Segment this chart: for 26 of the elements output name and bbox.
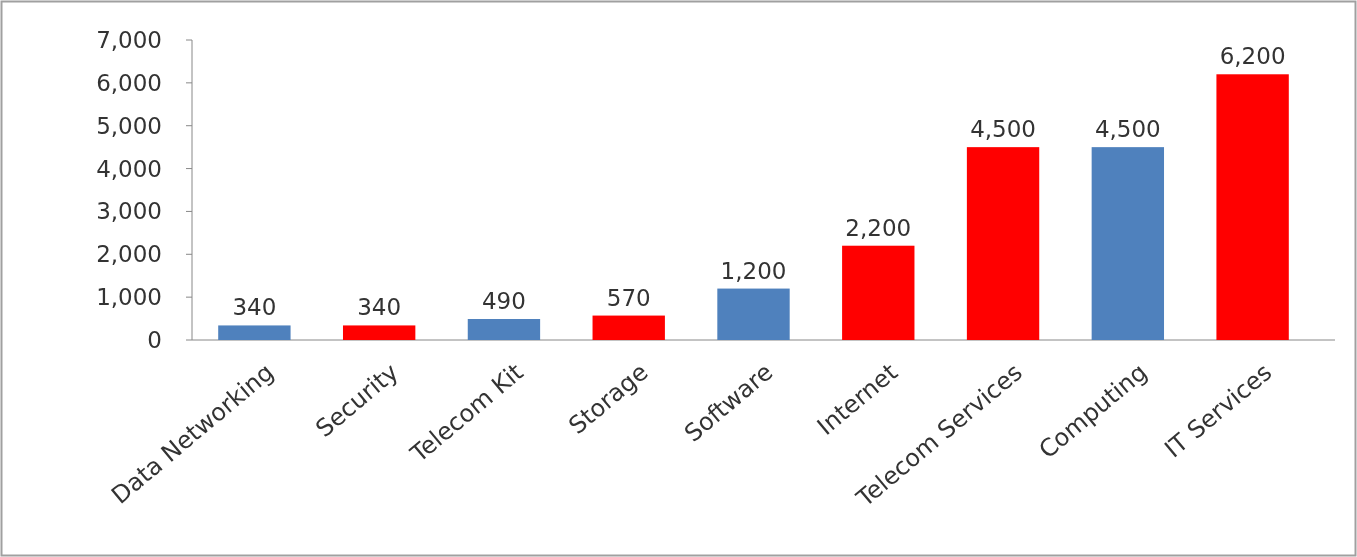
bar bbox=[218, 325, 291, 340]
bar bbox=[717, 288, 790, 340]
y-tick-label: 4,000 bbox=[96, 155, 162, 182]
bar bbox=[342, 325, 416, 340]
y-tick-label: 3,000 bbox=[96, 198, 162, 225]
y-tick-label: 2,000 bbox=[96, 241, 162, 268]
bar bbox=[592, 315, 665, 340]
y-tick-label: 5,000 bbox=[96, 112, 162, 139]
bar bbox=[1216, 74, 1289, 340]
y-tick-label: 7,000 bbox=[96, 27, 162, 54]
data-label: 490 bbox=[481, 288, 526, 314]
y-tick-label: 6,000 bbox=[96, 69, 162, 96]
bar bbox=[467, 319, 541, 340]
bar bbox=[842, 245, 915, 340]
data-label: 4,500 bbox=[1094, 116, 1161, 143]
data-label: 1,200 bbox=[720, 257, 787, 284]
bar bbox=[1091, 147, 1165, 340]
y-tick-label: 1,000 bbox=[96, 284, 162, 311]
data-label: 6,200 bbox=[1219, 43, 1286, 70]
data-label: 4,500 bbox=[970, 116, 1036, 143]
data-label: 2,200 bbox=[845, 214, 912, 241]
data-label: 340 bbox=[357, 294, 402, 321]
data-label: 340 bbox=[232, 294, 277, 321]
data-label: 570 bbox=[606, 284, 651, 311]
bar bbox=[966, 147, 1040, 340]
y-tick-label: 0 bbox=[147, 327, 162, 354]
